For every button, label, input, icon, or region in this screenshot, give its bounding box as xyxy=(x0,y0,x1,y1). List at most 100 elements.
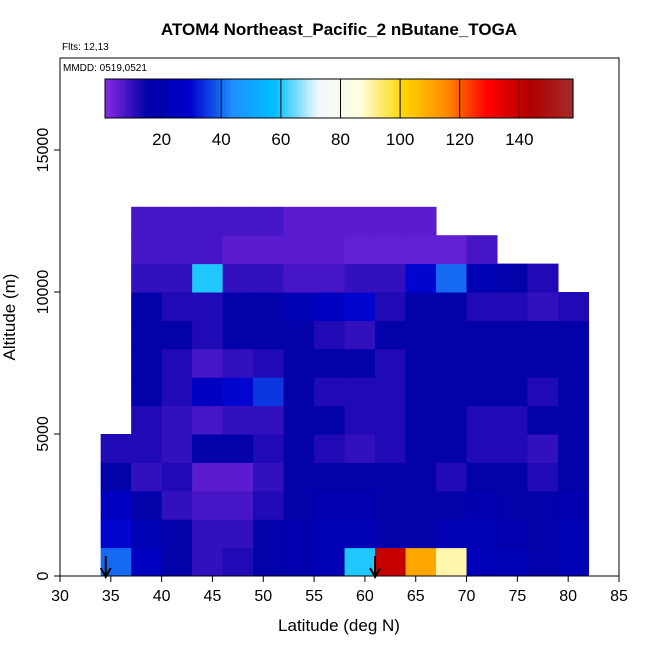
colorbar-slice xyxy=(315,79,319,118)
heat-cell xyxy=(283,490,315,520)
heat-cell xyxy=(436,235,468,265)
heat-cell xyxy=(344,462,376,492)
y-tick-label: 15000 xyxy=(35,128,52,173)
colorbar-slice xyxy=(264,79,268,118)
colorbar-slice xyxy=(171,79,175,118)
colorbar-slice xyxy=(486,79,490,118)
colorbar-slice xyxy=(180,79,184,118)
heat-cell xyxy=(375,348,407,378)
heat-cell xyxy=(527,519,559,549)
heat-cell xyxy=(344,263,376,293)
colorbar-slice xyxy=(258,79,262,118)
heat-cell xyxy=(466,490,498,520)
heat-cell xyxy=(375,292,407,321)
heat-cell xyxy=(253,462,285,492)
colorbar-slice xyxy=(492,79,496,118)
heat-cell xyxy=(253,235,285,265)
heat-cell xyxy=(161,434,193,463)
heat-cell xyxy=(344,547,376,577)
colorbar-slice xyxy=(531,79,535,118)
x-axis-label: Latitude (deg N) xyxy=(278,616,400,635)
colorbar-tick-label: 40 xyxy=(212,130,231,149)
heat-cell xyxy=(314,377,346,407)
heat-cell xyxy=(344,292,376,321)
heat-cell xyxy=(131,547,163,577)
heat-cell xyxy=(527,348,559,378)
colorbar-slice xyxy=(327,79,331,118)
colorbar-slice xyxy=(543,79,547,118)
heat-cell xyxy=(161,235,193,265)
colorbar-slice xyxy=(417,79,421,118)
heat-cell xyxy=(314,206,346,236)
heat-cell xyxy=(283,519,315,549)
heat-cell xyxy=(253,490,285,520)
heat-cell xyxy=(100,462,132,492)
colorbar-slice xyxy=(348,79,352,118)
heat-cell xyxy=(253,263,285,293)
colorbar-slice xyxy=(393,79,397,118)
colorbar-slice xyxy=(399,79,403,118)
heat-cell xyxy=(283,405,315,435)
colorbar-slice xyxy=(225,79,229,118)
heat-cell xyxy=(253,547,285,577)
colorbar-slice xyxy=(222,79,226,118)
x-tick-label: 40 xyxy=(153,588,171,605)
colorbar-slice xyxy=(330,79,334,118)
heat-cell xyxy=(527,434,559,463)
heat-cell xyxy=(527,490,559,520)
x-tick-label: 75 xyxy=(508,588,526,605)
heat-cell xyxy=(375,462,407,492)
heat-cell xyxy=(222,348,254,378)
heat-cell xyxy=(131,235,163,265)
colorbar-slice xyxy=(165,79,169,118)
heat-cell xyxy=(100,490,132,520)
heat-cell xyxy=(436,348,468,378)
colorbar-slice xyxy=(435,79,439,118)
colorbar-slice xyxy=(216,79,220,118)
heat-cell xyxy=(466,320,498,350)
colorbar-slice xyxy=(255,79,259,118)
y-tick-label: 10000 xyxy=(35,270,52,315)
heat-cell xyxy=(131,377,163,407)
colorbar-slice xyxy=(228,79,232,118)
heat-cell xyxy=(253,292,285,321)
heat-cell xyxy=(497,263,529,293)
heat-cell xyxy=(222,405,254,435)
heat-cell xyxy=(222,320,254,350)
heat-cell xyxy=(405,462,437,492)
colorbar-slice xyxy=(360,79,364,118)
arrow xyxy=(369,556,381,580)
x-tick-label: 60 xyxy=(356,588,374,605)
heat-cell xyxy=(527,263,559,293)
heat-cell xyxy=(436,434,468,463)
colorbar-slice xyxy=(162,79,166,118)
colorbar-slice xyxy=(117,79,121,118)
colorbar-slice xyxy=(381,79,385,118)
colorbar-slice xyxy=(183,79,187,118)
heat-cell xyxy=(192,519,224,549)
heat-cell xyxy=(527,320,559,350)
colorbar-slice xyxy=(483,79,487,118)
colorbar-slice xyxy=(513,79,517,118)
heat-cell xyxy=(436,263,468,293)
colorbar-slice xyxy=(207,79,211,118)
colorbar-slice xyxy=(354,79,358,118)
colorbar-slice xyxy=(549,79,553,118)
colorbar-slice xyxy=(237,79,241,118)
y-tick-label: 0 xyxy=(35,571,52,580)
heat-cell xyxy=(405,547,437,577)
colorbar-slice xyxy=(384,79,388,118)
colorbar-slice xyxy=(465,79,469,118)
colorbar-slice xyxy=(498,79,502,118)
x-tick-label: 55 xyxy=(305,588,323,605)
heat-cell xyxy=(466,405,498,435)
colorbar-slice xyxy=(285,79,289,118)
colorbar-slice xyxy=(438,79,442,118)
heat-cell xyxy=(375,320,407,350)
colorbar-slice xyxy=(261,79,265,118)
heat-cell xyxy=(192,320,224,350)
heat-cell xyxy=(558,462,590,492)
heat-cell xyxy=(527,377,559,407)
colorbar-slice xyxy=(123,79,127,118)
heat-cell xyxy=(131,462,163,492)
